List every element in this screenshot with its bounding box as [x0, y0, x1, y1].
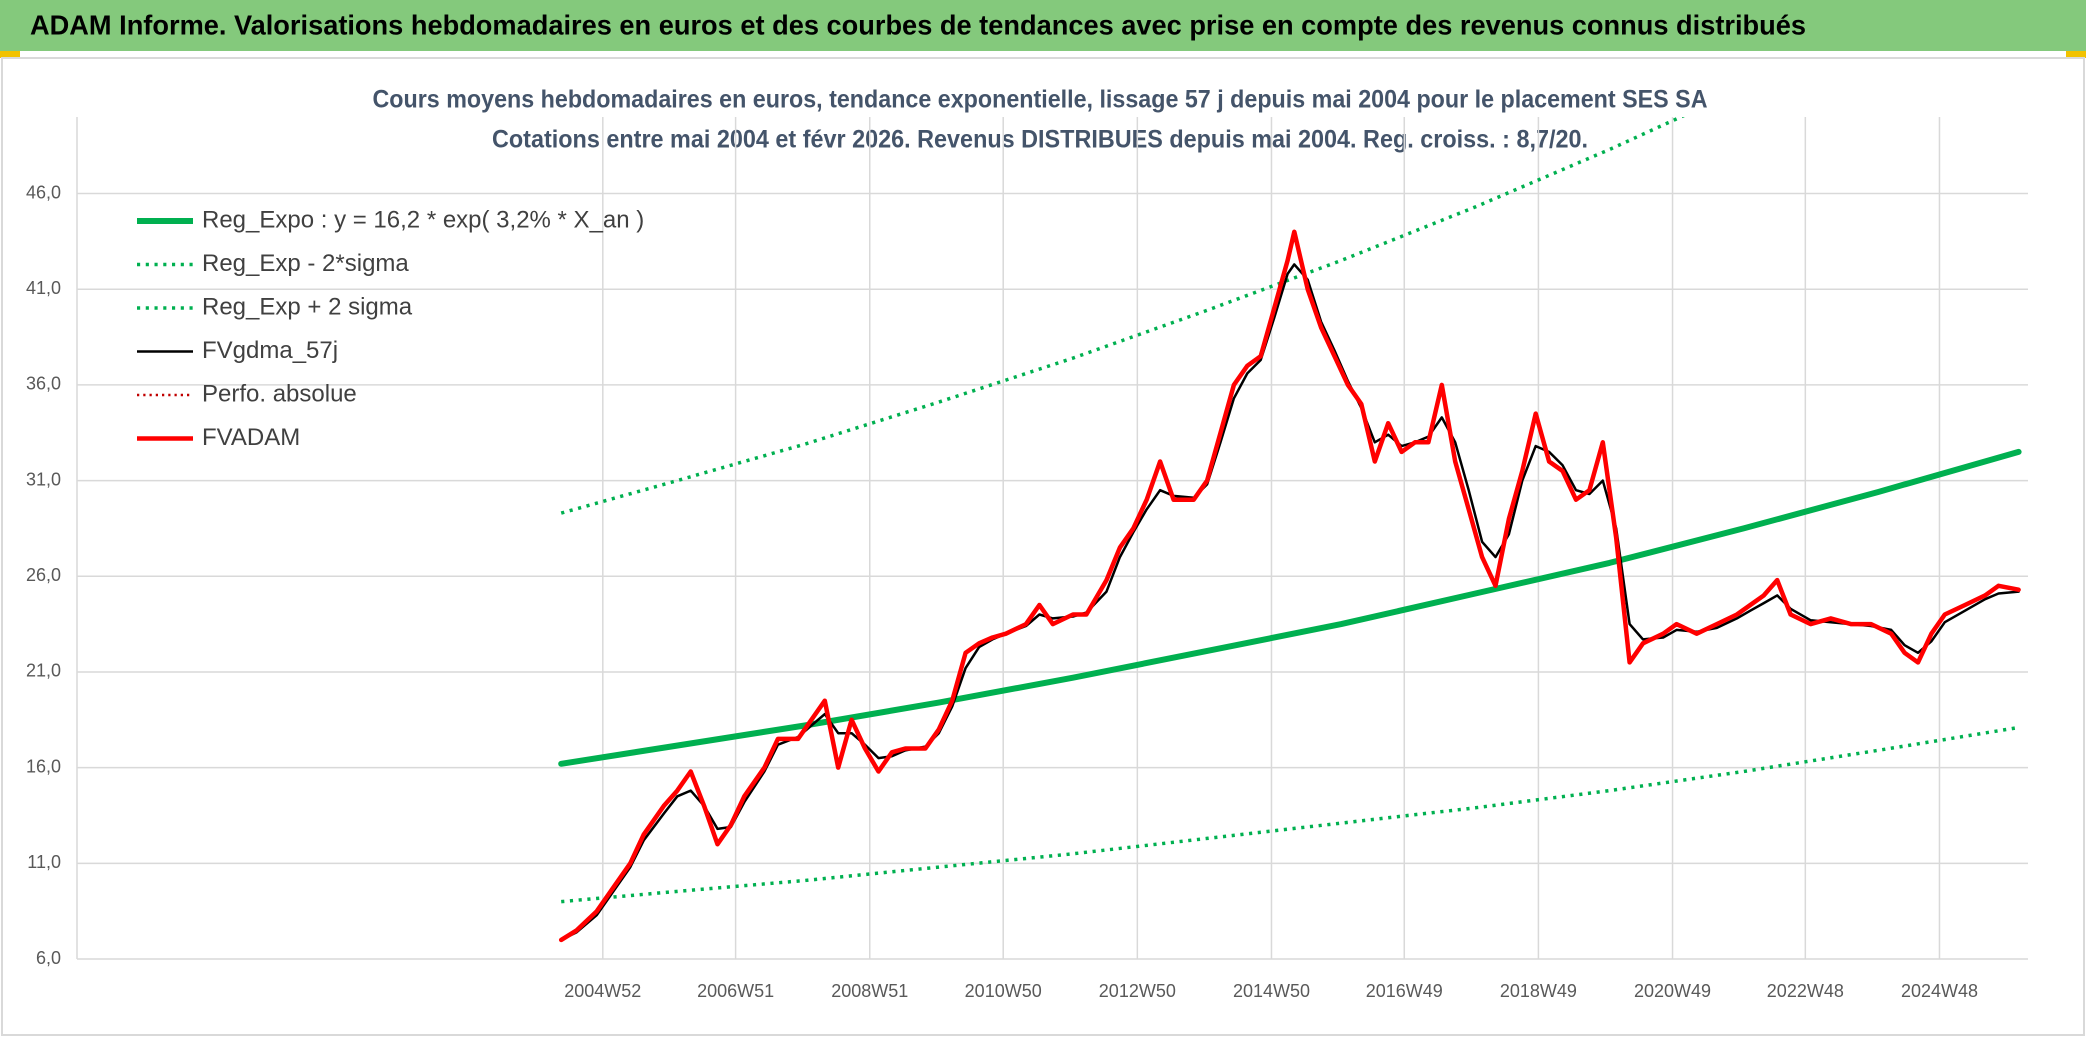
x-tick-label: 2018W49 — [1500, 981, 1577, 1001]
x-tick-label: 2020W49 — [1634, 981, 1711, 1001]
corner-decoration — [0, 51, 20, 58]
legend: Reg_Expo : y = 16,2 * exp( 3,2% * X_an )… — [137, 206, 644, 451]
series-line — [560, 117, 1685, 515]
header-bar — [0, 0, 2086, 51]
x-tick-label: 2024W48 — [1901, 981, 1978, 1001]
y-tick-label: 6,0 — [36, 948, 61, 968]
x-tick-label: 2004W52 — [564, 981, 641, 1001]
x-tick-label: 2016W49 — [1366, 981, 1443, 1001]
y-tick-label: 41,0 — [26, 278, 61, 298]
chart-title: Cours moyens hebdomadaires en euros, ten… — [373, 86, 1708, 114]
series-line — [558, 229, 2021, 943]
series-line — [559, 263, 2020, 942]
y-tick-label: 46,0 — [26, 182, 61, 202]
corner-decoration — [2066, 51, 2086, 58]
legend-label: FVADAM — [202, 424, 300, 451]
legend-label: Perfo. absolue — [202, 380, 357, 407]
plot — [558, 117, 2022, 943]
legend-label: Reg_Exp + 2 sigma — [202, 293, 413, 320]
series-line — [558, 448, 2022, 767]
y-tick-label: 11,0 — [27, 852, 61, 872]
legend-label: FVgdma_57j — [202, 337, 338, 364]
y-tick-label: 21,0 — [26, 661, 61, 681]
legend-label: Reg_Exp - 2*sigma — [202, 250, 409, 277]
legend-label: Reg_Expo : y = 16,2 * exp( 3,2% * X_an ) — [202, 206, 644, 233]
y-tick-label: 26,0 — [26, 565, 61, 585]
x-tick-label: 2022W48 — [1767, 981, 1844, 1001]
x-tick-label: 2010W50 — [965, 981, 1042, 1001]
x-tick-label: 2008W51 — [831, 981, 908, 1001]
y-tick-label: 31,0 — [26, 469, 61, 489]
chart-subtitle: Cotations entre mai 2004 et févr 2026. R… — [492, 126, 1588, 154]
x-tick-label: 2006W51 — [697, 981, 774, 1001]
x-tick-label: 2012W50 — [1099, 981, 1176, 1001]
y-tick-label: 16,0 — [26, 756, 61, 776]
x-tick-label: 2014W50 — [1233, 981, 1310, 1001]
chart-area — [1, 57, 2085, 1036]
header-title: ADAM Informe. Valorisations hebdomadaire… — [30, 9, 1806, 40]
grid: 6,0 11,0 16,0 21,0 26,0 31,0 36,0 41,0 46,0 2004W… — [26, 117, 2028, 1001]
y-tick-label: 36,0 — [26, 374, 61, 394]
